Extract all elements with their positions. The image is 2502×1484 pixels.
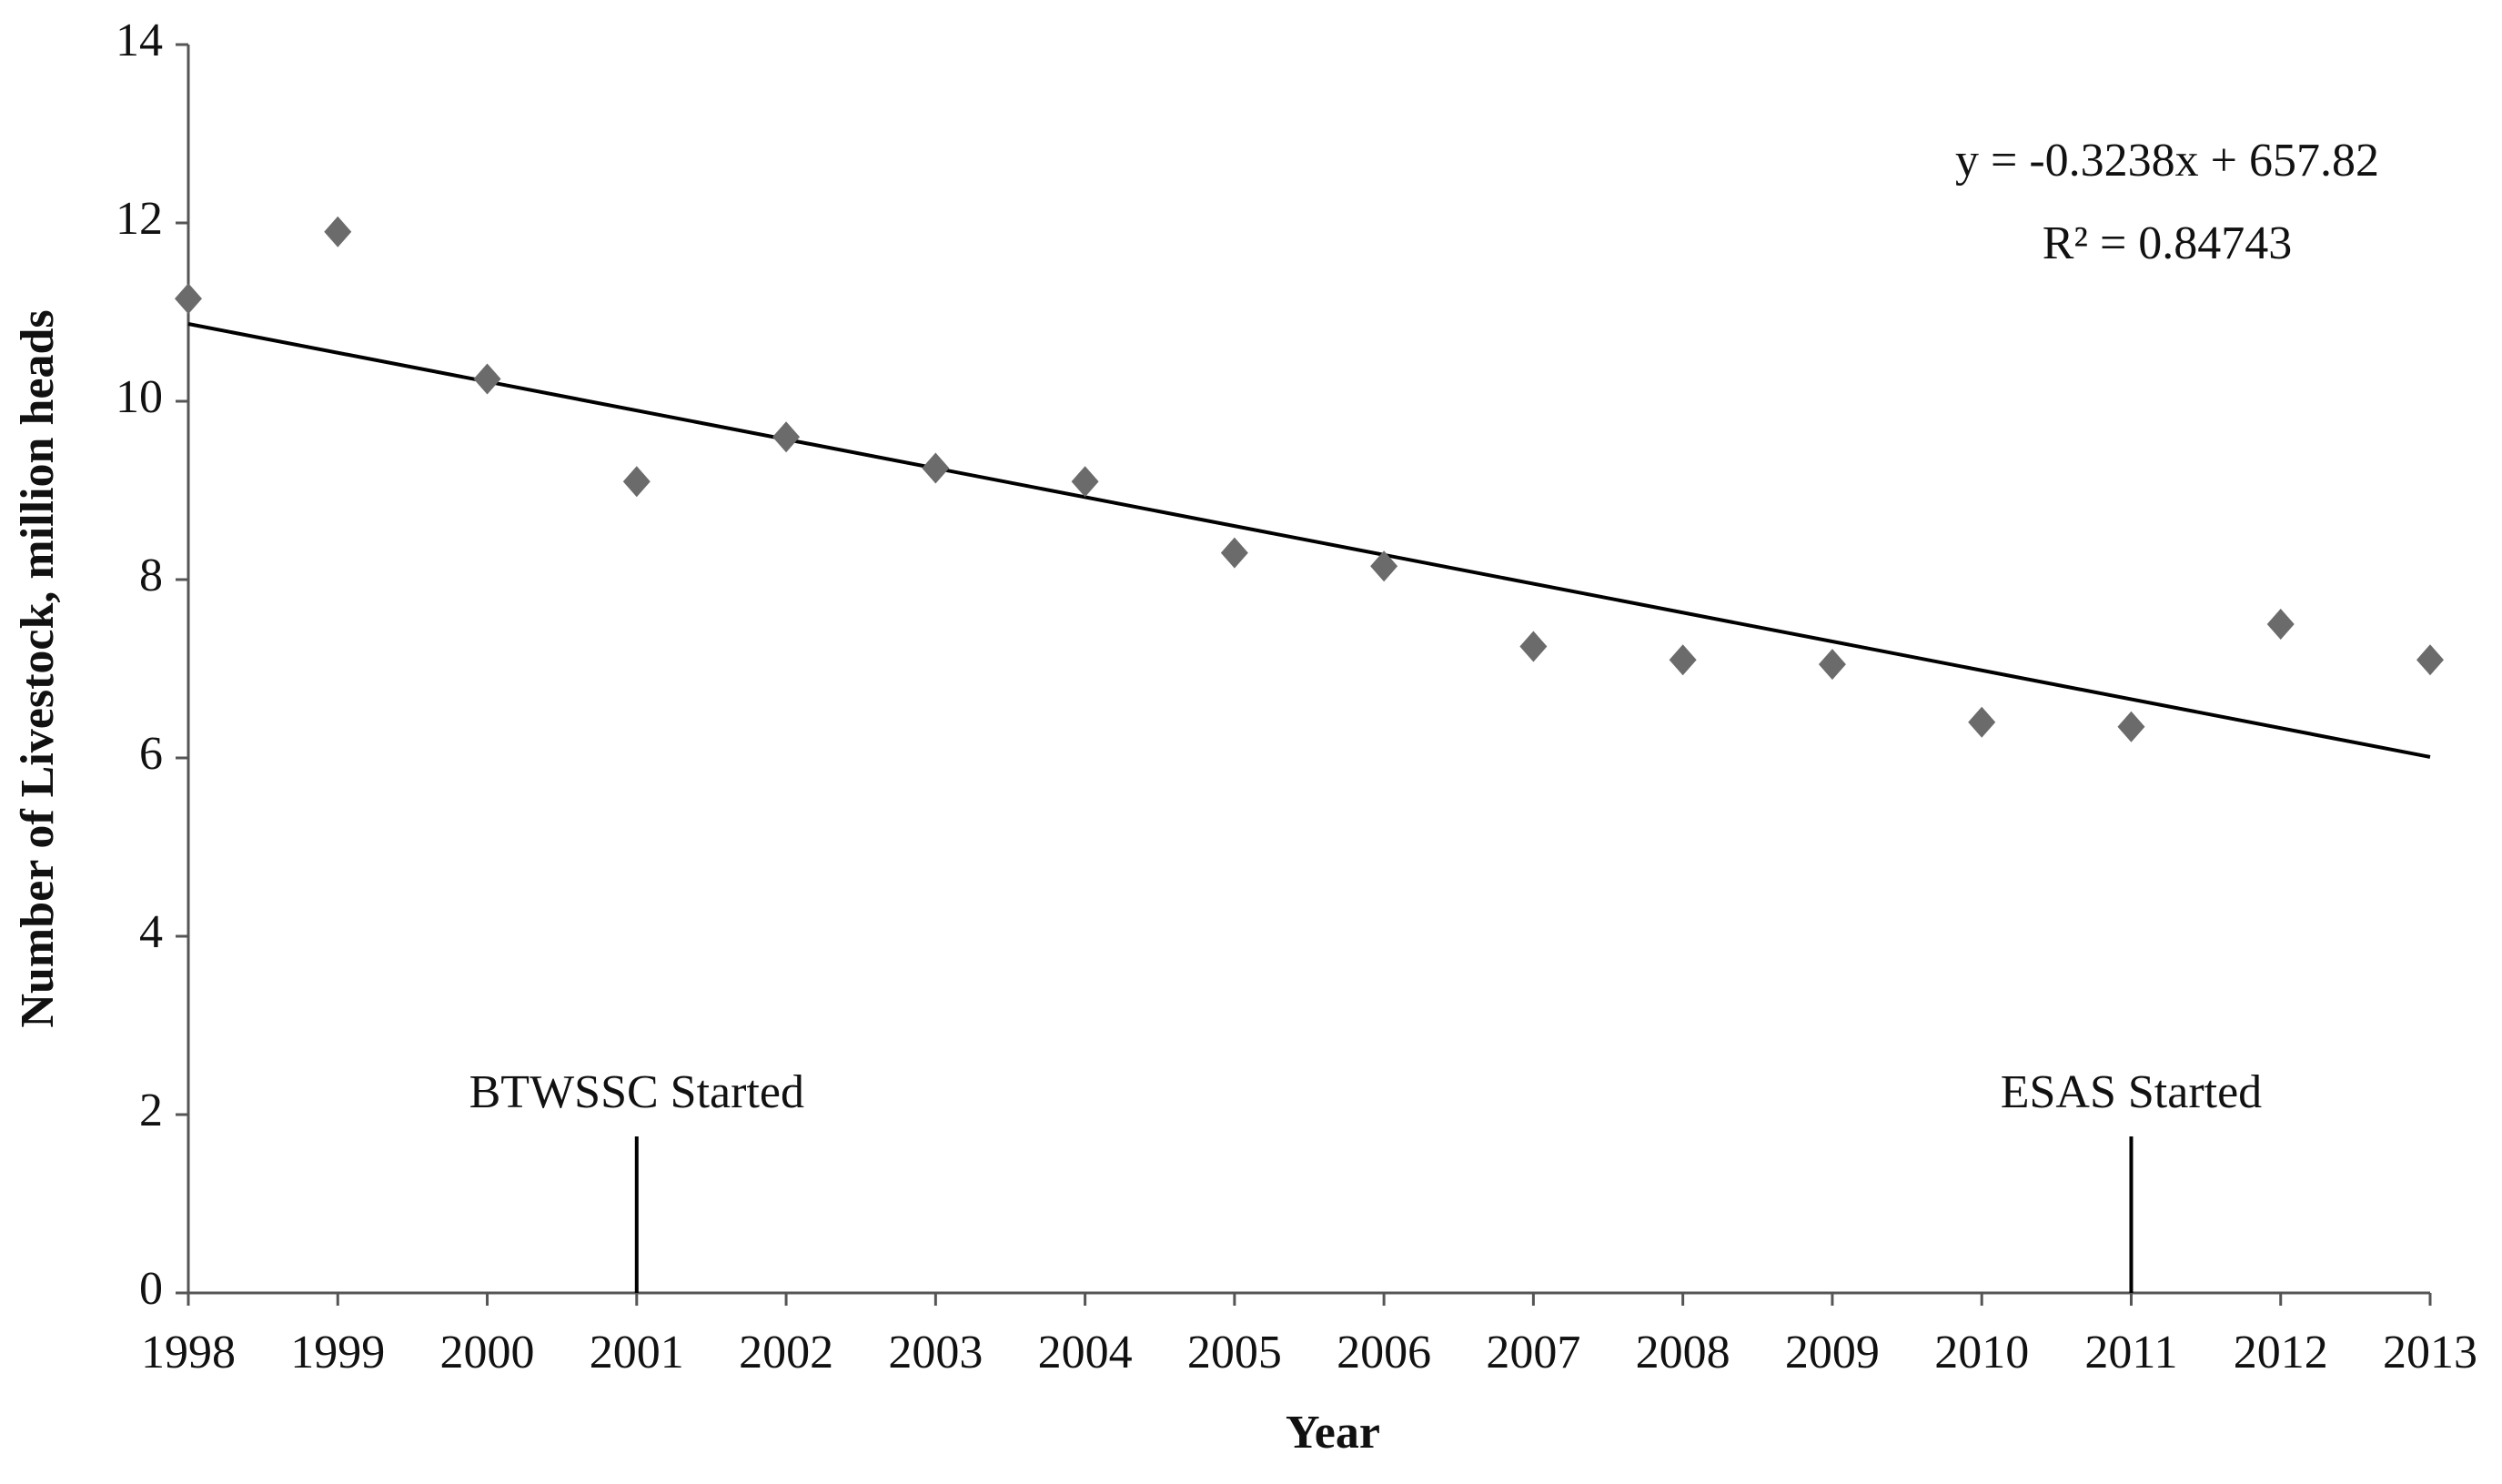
point bbox=[772, 421, 801, 453]
x-tick-label: 2005 bbox=[1187, 1327, 1282, 1378]
x-tick-label: 2009 bbox=[1785, 1327, 1880, 1378]
point bbox=[1968, 706, 1996, 738]
annotation-label: BTWSSC Started bbox=[469, 1066, 804, 1118]
point bbox=[2117, 711, 2145, 742]
x-tick-label: 2003 bbox=[888, 1327, 983, 1378]
y-axis-title: Number of Livestock, million heads bbox=[12, 309, 64, 1027]
annotation-label: ESAS Started bbox=[2001, 1066, 2262, 1118]
x-tick-label: 2008 bbox=[1636, 1327, 1730, 1378]
point bbox=[324, 216, 352, 247]
point bbox=[175, 283, 202, 315]
point bbox=[1370, 550, 1398, 582]
point bbox=[1220, 537, 1248, 569]
x-tick-label: 2004 bbox=[1038, 1327, 1133, 1378]
point bbox=[1071, 466, 1099, 498]
y-tick-label: 8 bbox=[139, 550, 163, 601]
y-tick-label: 2 bbox=[139, 1085, 163, 1136]
x-axis-title: Year bbox=[1286, 1407, 1380, 1459]
point bbox=[473, 363, 501, 395]
point bbox=[1669, 644, 1697, 676]
x-tick-label: 2002 bbox=[739, 1327, 833, 1378]
x-tick-label: 2001 bbox=[590, 1327, 684, 1378]
x-tick-label: 1998 bbox=[141, 1327, 236, 1378]
y-tick-label: 12 bbox=[116, 193, 163, 245]
point bbox=[1818, 649, 1846, 681]
trend-r-squared: R² = 0.84743 bbox=[2043, 217, 2293, 269]
x-tick-label: 1999 bbox=[290, 1327, 385, 1378]
x-tick-label: 2007 bbox=[1486, 1327, 1580, 1378]
x-tick-label: 2012 bbox=[2234, 1327, 2328, 1378]
x-tick-label: 2013 bbox=[2383, 1327, 2477, 1378]
point bbox=[922, 452, 950, 484]
point bbox=[2416, 644, 2444, 676]
y-tick-label: 6 bbox=[139, 728, 163, 780]
y-tick-label: 0 bbox=[139, 1263, 163, 1315]
point bbox=[622, 466, 651, 498]
x-tick-label: 2010 bbox=[1934, 1327, 2029, 1378]
x-tick-label: 2011 bbox=[2084, 1327, 2177, 1378]
y-tick-label: 4 bbox=[139, 906, 163, 958]
x-tick-label: 2006 bbox=[1337, 1327, 1431, 1378]
trend-equation: y = -0.3238x + 657.82 bbox=[1955, 135, 2379, 187]
point bbox=[2266, 609, 2295, 640]
trendline bbox=[187, 322, 2431, 759]
point bbox=[1519, 631, 1548, 662]
x-tick-label: 2000 bbox=[440, 1327, 535, 1378]
y-tick-label: 10 bbox=[116, 371, 163, 423]
y-tick-label: 14 bbox=[116, 15, 163, 66]
